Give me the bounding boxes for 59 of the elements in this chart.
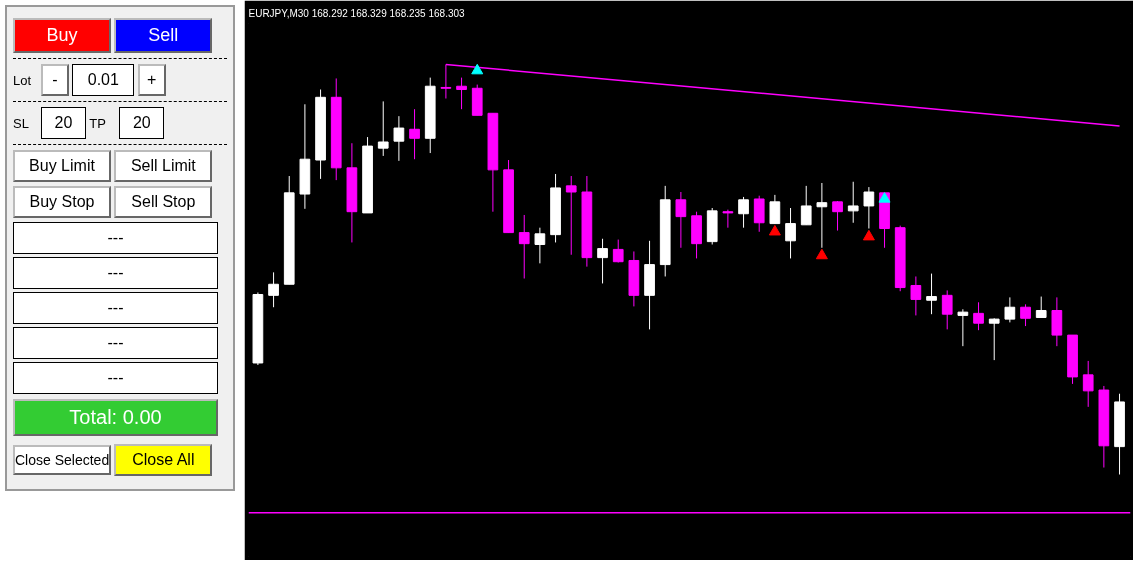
text: Lot: [13, 73, 33, 88]
candlestick: [722, 209, 734, 229]
candlestick: [738, 196, 749, 229]
point: [471, 63, 484, 75]
candlestick: [910, 275, 922, 316]
candlestick: [565, 175, 577, 256]
candlestick: [863, 186, 875, 229]
text: -: [41, 64, 69, 96]
candlestick: [957, 308, 969, 347]
candlestick: [409, 108, 420, 160]
candlestick: [612, 239, 624, 264]
candlestick: [518, 214, 530, 280]
candlestick: [1035, 296, 1047, 318]
candlestick: [268, 271, 279, 308]
point: [815, 248, 828, 260]
text: Close Selected: [13, 445, 111, 475]
text: TP: [89, 116, 107, 131]
text: Buy: [13, 18, 111, 53]
text: +: [137, 64, 166, 96]
point: [878, 192, 891, 203]
candlestick: [377, 100, 389, 157]
text: ---: [13, 257, 218, 289]
candlestick: [1082, 360, 1094, 408]
text: ---: [13, 362, 218, 394]
text: SL: [13, 116, 30, 131]
candlestick: [816, 182, 828, 249]
candlestick: [941, 289, 953, 330]
candlestick: [847, 181, 859, 224]
candlestick: [800, 185, 812, 226]
text: Buy Stop: [13, 186, 111, 218]
chart-title: EURJPY,M30 168.292 168.329 168.235 168.303: [248, 7, 466, 19]
candlestick: [785, 207, 796, 259]
candlestick: [988, 317, 1000, 361]
text: Sell: [114, 18, 213, 53]
candlestick: [926, 273, 937, 315]
candlestick: [769, 194, 781, 225]
point: [768, 224, 781, 236]
candlestick: [973, 301, 984, 331]
candlestick: [1004, 296, 1016, 323]
text: ---: [13, 327, 218, 359]
text: ---: [13, 222, 218, 254]
candlestick: [534, 227, 546, 264]
text: Sell Limit: [114, 150, 213, 182]
text: Sell Stop: [114, 186, 213, 218]
candlestick: [832, 200, 843, 232]
candlestick: [393, 115, 405, 162]
candlestick: [1020, 303, 1031, 327]
point: [862, 229, 875, 241]
candlestick: [456, 77, 467, 110]
text: Buy Limit: [13, 150, 111, 182]
candlestick: [675, 191, 687, 249]
text: Close All: [114, 444, 213, 476]
candlestick: [597, 238, 608, 284]
text: 20: [41, 107, 86, 139]
text: 0.01: [72, 64, 135, 96]
text: Total: 0.00: [13, 399, 218, 436]
text: ---: [13, 292, 218, 324]
candlestick: [753, 195, 765, 233]
text: 20: [119, 107, 165, 139]
